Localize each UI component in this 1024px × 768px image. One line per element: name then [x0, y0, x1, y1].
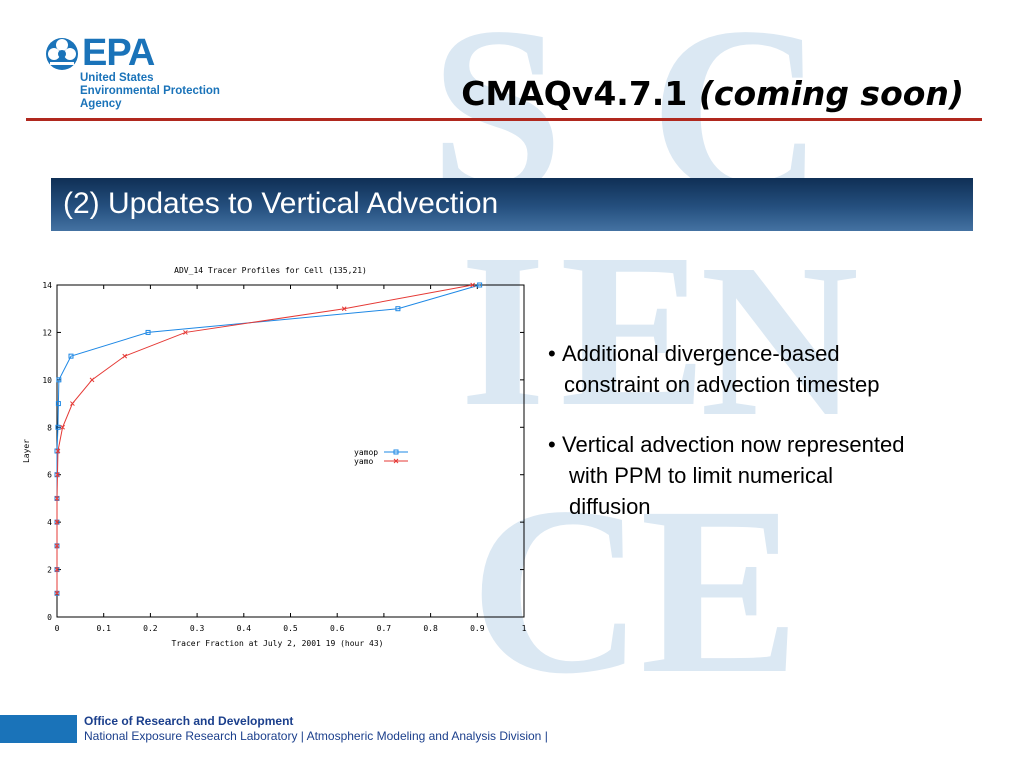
y-tick-label: 14 — [42, 281, 52, 290]
y-tick-label: 4 — [47, 518, 52, 527]
bullet-item-1: • Additional divergence-based constraint… — [548, 338, 1008, 400]
data-point-yamo — [470, 282, 475, 288]
data-point-yamo — [54, 567, 60, 572]
data-point-yamo — [55, 472, 60, 478]
legend-marker-yamop — [393, 449, 399, 455]
epa-flower-icon — [46, 38, 78, 70]
x-tick-label: 0.2 — [143, 624, 158, 633]
plot-frame — [56, 284, 525, 618]
data-point-yamo — [54, 496, 60, 501]
data-point-yamo — [54, 519, 60, 525]
data-point-yamop — [55, 401, 61, 407]
x-tick-label: 0.4 — [237, 624, 252, 633]
slide-title-italic: (coming soon) — [698, 74, 964, 113]
data-point-yamop — [145, 329, 151, 335]
bullet-2-line-3: diffusion — [569, 494, 651, 519]
section-banner: (2) Updates to Vertical Advection — [51, 178, 973, 231]
x-tick-label: 0.8 — [423, 624, 438, 633]
agency-line-1: United States — [80, 72, 154, 84]
series-line-yamo — [56, 284, 473, 594]
y-axis-label: Layer — [22, 439, 31, 463]
data-point-yamop — [477, 282, 483, 288]
data-point-yamo — [122, 353, 128, 359]
epa-agency-name: United States Environmental Protection A… — [80, 72, 220, 111]
bullet-list: • Additional divergence-based constraint… — [548, 338, 1008, 551]
data-point-yamop — [55, 424, 61, 430]
footer-color-block — [0, 715, 77, 743]
footer: Office of Research and Development Natio… — [84, 714, 548, 744]
tracer-profile-chart: ADV_14 Tracer Profiles for Cell (135,21)… — [14, 256, 538, 652]
data-point-yamop — [395, 306, 401, 312]
data-point-yamop — [68, 353, 74, 359]
x-tick-label: 0.6 — [330, 624, 345, 633]
x-tick-label: 0.9 — [470, 624, 485, 633]
data-point-yamo — [341, 306, 347, 312]
agency-line-2: Environmental Protection — [80, 85, 220, 97]
y-tick-label: 2 — [47, 566, 52, 575]
x-axis-label: Tracer Fraction at July 2, 2001 19 (hour… — [172, 639, 384, 648]
x-tick-label: 0 — [55, 624, 60, 633]
y-tick-label: 6 — [47, 471, 52, 480]
y-tick-label: 8 — [47, 423, 52, 432]
x-tick-label: 1 — [522, 624, 527, 633]
data-point-yamo — [55, 448, 61, 454]
bullet-item-2: • Vertical advection now represented wit… — [548, 429, 1008, 522]
slide-title-main: CMAQv4.7.1 — [461, 74, 688, 113]
section-heading: (2) Updates to Vertical Advection — [63, 187, 499, 220]
bullet-1-line-1: Additional divergence-based — [562, 341, 840, 366]
y-tick-label: 0 — [47, 613, 52, 622]
data-point-yamo — [89, 377, 95, 383]
legend-label-yamop: yamop — [354, 448, 378, 457]
x-tick-label: 0.1 — [96, 624, 111, 633]
data-point-yamo — [70, 401, 75, 406]
x-tick-label: 0.7 — [377, 624, 392, 633]
x-tick-label: 0.3 — [190, 624, 205, 633]
footer-office: Office of Research and Development — [84, 714, 294, 728]
slide-title: CMAQv4.7.1 (coming soon) — [461, 74, 964, 113]
bullet-marker: • — [548, 341, 556, 366]
legend-label-yamo: yamo — [354, 457, 373, 466]
data-point-yamo — [54, 590, 60, 596]
y-tick-label: 10 — [42, 376, 52, 385]
agency-line-3: Agency — [80, 98, 122, 110]
data-point-yamop — [54, 448, 60, 454]
epa-logo[interactable]: EPA United States Environmental Protecti… — [44, 32, 244, 116]
data-point-yamo — [54, 543, 60, 549]
bullet-marker: • — [548, 432, 556, 457]
bullet-2-line-2: with PPM to limit numerical — [569, 463, 834, 488]
bullet-1-line-2: constraint on advection timestep — [564, 372, 880, 397]
chart-svg: ADV_14 Tracer Profiles for Cell (135,21)… — [22, 266, 527, 648]
x-tick-label: 0.5 — [283, 624, 298, 633]
legend-marker-yamo — [393, 458, 399, 464]
epa-wordmark: EPA — [82, 32, 155, 74]
data-point-yamop — [56, 377, 62, 383]
series-line-yamop — [56, 284, 480, 594]
chart-title: ADV_14 Tracer Profiles for Cell (135,21) — [174, 266, 367, 275]
data-point-yamo — [60, 424, 65, 430]
title-divider — [26, 118, 982, 121]
footer-laboratory: National Exposure Research Laboratory | … — [84, 729, 548, 743]
data-point-yamo — [183, 330, 188, 335]
y-tick-label: 12 — [42, 328, 52, 337]
bullet-2-line-1: Vertical advection now represented — [562, 432, 905, 457]
